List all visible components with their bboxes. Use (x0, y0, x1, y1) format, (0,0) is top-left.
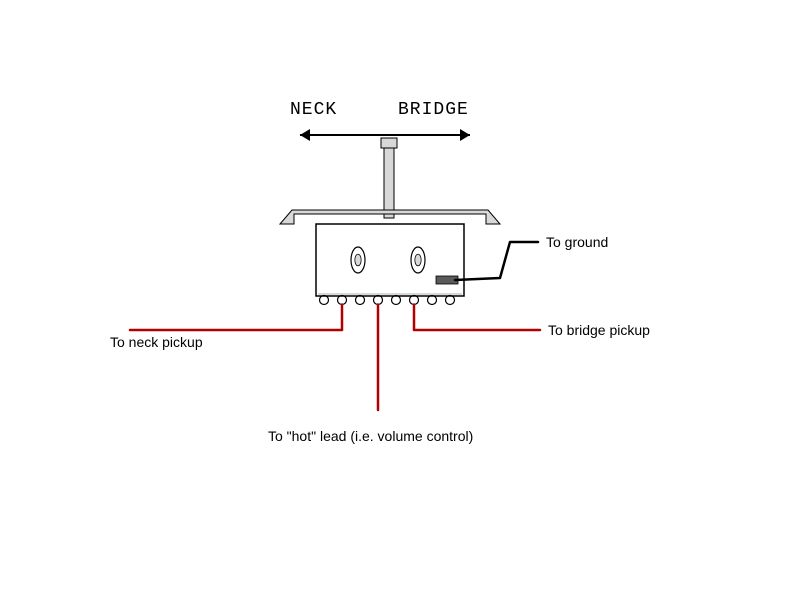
diagram-canvas: NECK BRIDGE To ground To neck pickup To … (0, 0, 800, 600)
diagram-svg (0, 0, 800, 600)
